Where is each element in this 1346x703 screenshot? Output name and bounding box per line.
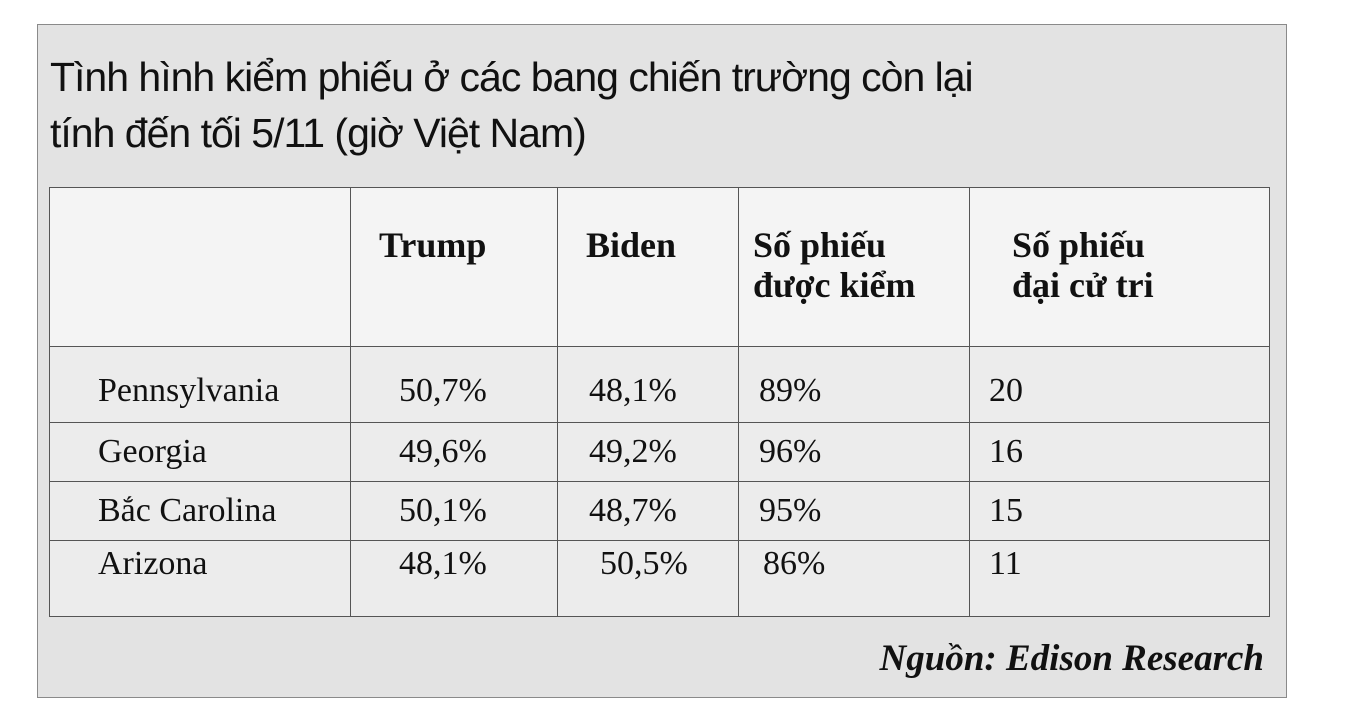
counted-percent: 96%: [738, 422, 970, 482]
title-line-2: tính đến tối 5/11 (giờ Việt Nam): [50, 110, 587, 156]
biden-percent: 49,2%: [557, 422, 739, 482]
counted-percent: 89%: [738, 346, 970, 423]
trump-percent: 50,7%: [350, 346, 558, 423]
trump-percent: 50,1%: [350, 481, 558, 541]
table-row: Pennsylvania 50,7% 48,1% 89% 20: [49, 346, 1270, 423]
header-empty-cell: [49, 187, 351, 347]
table-row: Georgia 49,6% 49,2% 96% 16: [49, 422, 1270, 482]
vote-count-table: Trump Biden Số phiếu được kiểm Số phiếu …: [49, 187, 1270, 617]
table-header-row: Trump Biden Số phiếu được kiểm Số phiếu …: [49, 187, 1270, 347]
header-trump: Trump: [350, 187, 558, 347]
header-votes-counted: Số phiếu được kiểm: [738, 187, 970, 347]
infographic-title: Tình hình kiểm phiếu ở các bang chiến tr…: [50, 49, 974, 161]
title-line-1: Tình hình kiểm phiếu ở các bang chiến tr…: [50, 54, 974, 100]
electoral-votes: 16: [969, 422, 1270, 482]
electoral-votes: 20: [969, 346, 1270, 423]
biden-percent: 48,1%: [557, 346, 739, 423]
header-biden: Biden: [557, 187, 739, 347]
trump-percent: 49,6%: [350, 422, 558, 482]
table-row: Bắc Carolina 50,1% 48,7% 95% 15: [49, 481, 1270, 541]
state-name: Pennsylvania: [49, 346, 351, 423]
counted-percent: 86%: [738, 540, 970, 617]
biden-percent: 50,5%: [557, 540, 739, 617]
table-row: Arizona 48,1% 50,5% 86% 11: [49, 540, 1270, 617]
state-name: Bắc Carolina: [49, 481, 351, 541]
state-name: Arizona: [49, 540, 351, 617]
biden-percent: 48,7%: [557, 481, 739, 541]
counted-percent: 95%: [738, 481, 970, 541]
infographic-card: Tình hình kiểm phiếu ở các bang chiến tr…: [37, 24, 1287, 698]
trump-percent: 48,1%: [350, 540, 558, 617]
electoral-votes: 15: [969, 481, 1270, 541]
header-electoral-votes: Số phiếu đại cử tri: [969, 187, 1270, 347]
state-name: Georgia: [49, 422, 351, 482]
source-credit: Nguồn: Edison Research: [879, 638, 1264, 679]
electoral-votes: 11: [969, 540, 1270, 617]
